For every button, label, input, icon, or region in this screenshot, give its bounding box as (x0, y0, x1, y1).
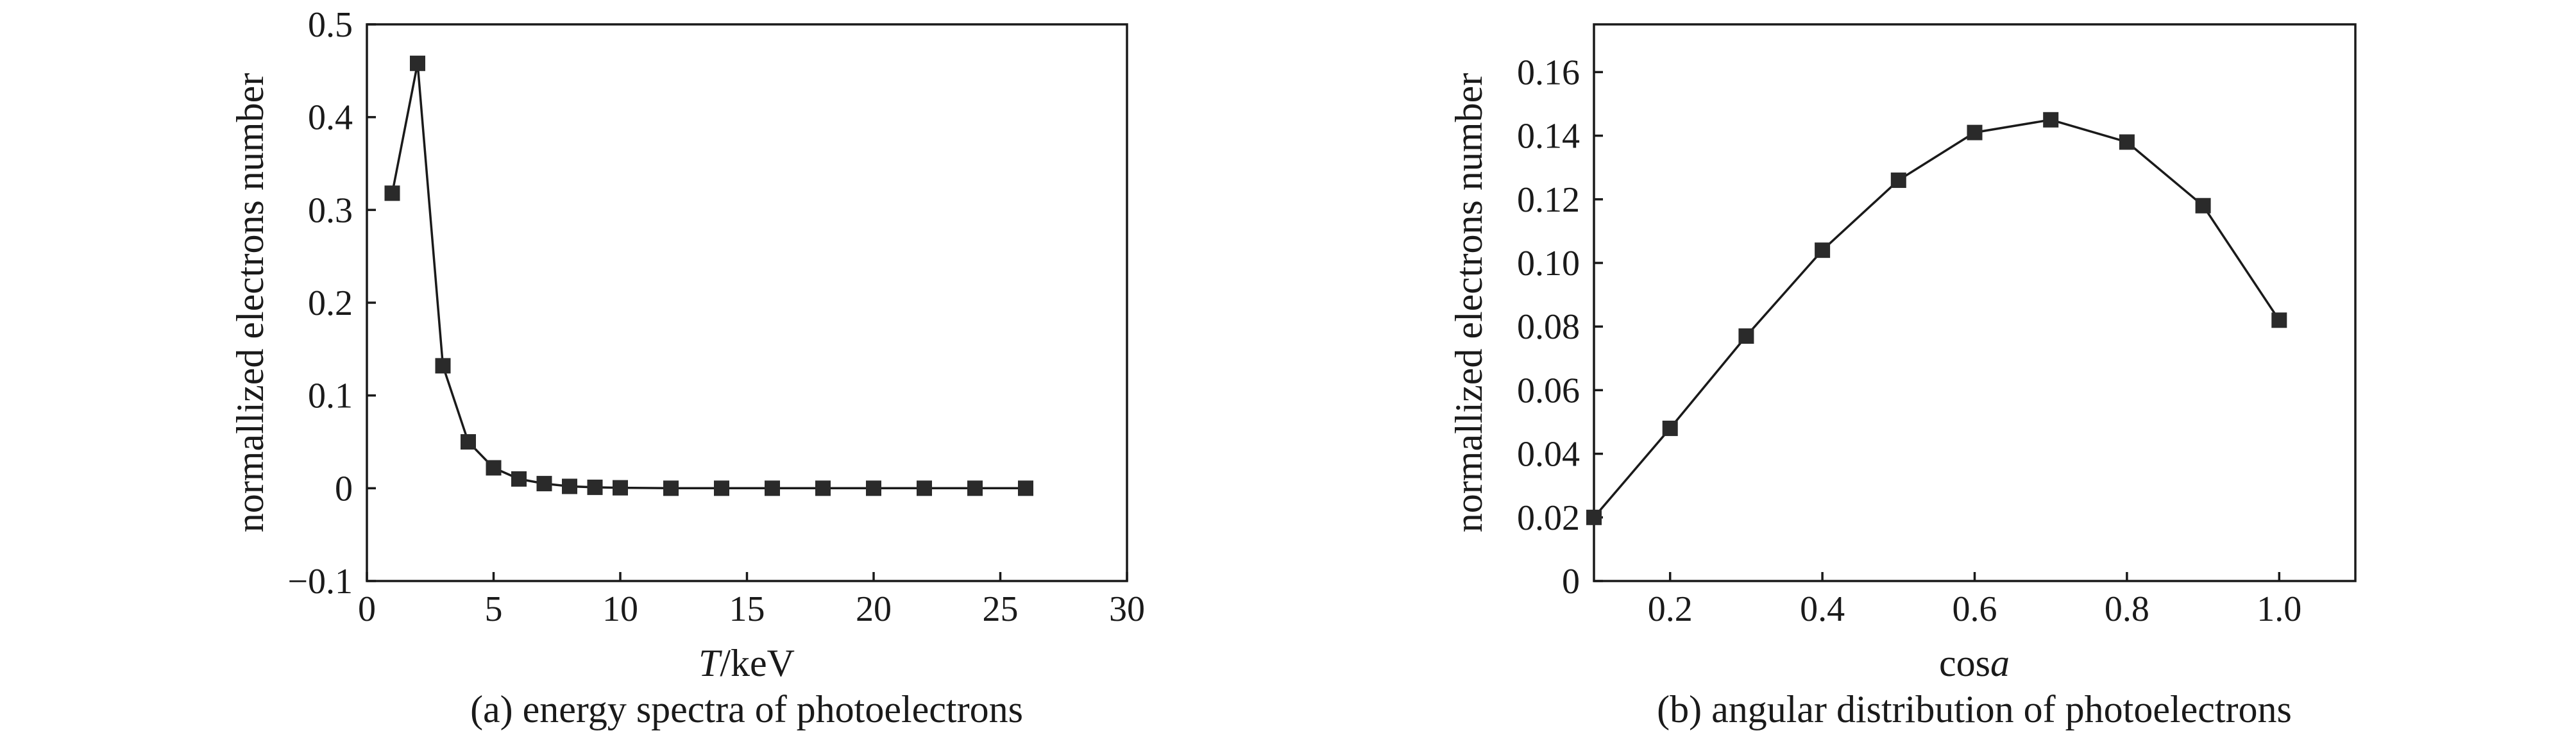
data-point (1018, 480, 1033, 496)
y-axis-label: normallized electrons number (1448, 73, 1490, 532)
data-point (1662, 420, 1678, 436)
data-point (663, 480, 679, 496)
series-line (1593, 119, 2280, 518)
data-point (435, 358, 451, 374)
y-tick-labels: 0 0.02 0.04 0.06 0.08 0.10 0.12 0.14 0.16 (1517, 53, 1580, 602)
y-tick-label: 0.14 (1517, 117, 1580, 156)
y-tick-label: 0.4 (308, 98, 353, 138)
data-point (613, 480, 628, 496)
y-tick-label: −0.1 (287, 562, 353, 602)
x-axis-label-unit: cos (1939, 642, 1990, 684)
x-axis-label: T/keV (699, 642, 795, 684)
y-tick-label: 0.1 (308, 376, 353, 416)
chart-panel-b: 0.2 0.4 0.6 0.8 1.0 0 0.02 0.04 0.06 0.08 0.10 0.1… (1448, 23, 2357, 730)
y-axis-label: normallized electrons number (229, 73, 271, 532)
y-tick-label: 0.10 (1517, 244, 1580, 283)
data-point (461, 434, 476, 450)
y-tick-label: 0.12 (1517, 180, 1580, 220)
y-tick-label: 0.08 (1517, 307, 1580, 347)
data-point (1815, 242, 1831, 258)
data-point (815, 480, 831, 496)
chart-caption: (a) energy spectra of photoelectrons (470, 688, 1023, 730)
x-tick-label: 30 (1109, 589, 1145, 629)
x-tick-label: 0.8 (2105, 589, 2149, 629)
data-point (765, 480, 780, 496)
series-group (1586, 112, 2287, 525)
data-point (1890, 173, 1906, 189)
data-point (384, 185, 400, 201)
x-tick-label: 15 (729, 589, 765, 629)
y-tick-label: 0 (335, 469, 353, 509)
x-tick-label: 10 (602, 589, 638, 629)
x-axis-label: cosa (1939, 642, 2010, 684)
x-tick-labels: 0 5 10 15 20 25 30 (358, 589, 1145, 629)
data-point (562, 478, 577, 494)
x-axis-label-unit: keV (731, 642, 795, 684)
chart-caption: (b) angular distribution of photoelectro… (1657, 688, 2292, 730)
data-point (714, 480, 729, 496)
y-tick-label: 0.2 (308, 283, 353, 323)
x-tick-label: 20 (856, 589, 892, 629)
y-tick-label: 0 (1562, 562, 1580, 602)
series-group (384, 55, 1033, 496)
data-point (1738, 328, 1754, 344)
data-point (2271, 312, 2287, 328)
data-point (511, 471, 527, 487)
data-point (967, 480, 983, 496)
x-tick-label: 0 (358, 589, 376, 629)
data-point (587, 479, 603, 495)
x-tick-label: 1.0 (2257, 589, 2301, 629)
data-point (2119, 134, 2135, 150)
y-tick-labels: −0.1 0 0.1 0.2 0.3 0.4 0.5 (287, 5, 353, 602)
data-point (1586, 509, 1602, 525)
y-tick-label: 0.04 (1517, 435, 1580, 475)
plot-frame (1593, 23, 2357, 582)
y-tick-label: 0.02 (1517, 498, 1580, 538)
y-tick-label: 0.3 (308, 190, 353, 230)
data-point (486, 460, 502, 476)
y-tick-label: 0.16 (1517, 53, 1580, 92)
x-axis-label-variable: a (1990, 642, 2010, 684)
series-line (391, 63, 1026, 490)
x-tick-labels: 0.2 0.4 0.6 0.8 1.0 (1648, 589, 2302, 629)
x-axis-label-variable: T (699, 642, 722, 684)
x-tick-label: 0.6 (1953, 589, 1997, 629)
data-point (2195, 198, 2211, 214)
data-point (536, 476, 552, 492)
x-tick-label: 0.4 (1800, 589, 1845, 629)
data-point (917, 480, 932, 496)
y-tick-label: 0.5 (308, 5, 353, 45)
x-tick-label: 25 (983, 589, 1019, 629)
data-point (866, 480, 881, 496)
x-axis-label-separator: / (720, 642, 731, 684)
axis-ticks (1594, 71, 2281, 582)
y-tick-label: 0.06 (1517, 371, 1580, 410)
axis-ticks (366, 23, 1128, 582)
plot-frame (366, 23, 1128, 582)
data-point (2043, 112, 2059, 128)
x-tick-label: 0.2 (1648, 589, 1693, 629)
data-point (410, 55, 425, 71)
data-point (1967, 124, 1983, 140)
chart-panel-a: 0 5 10 15 20 25 30 −0.100.10.20.30.40.5 normal… (229, 5, 1145, 730)
x-tick-label: 5 (485, 589, 503, 629)
